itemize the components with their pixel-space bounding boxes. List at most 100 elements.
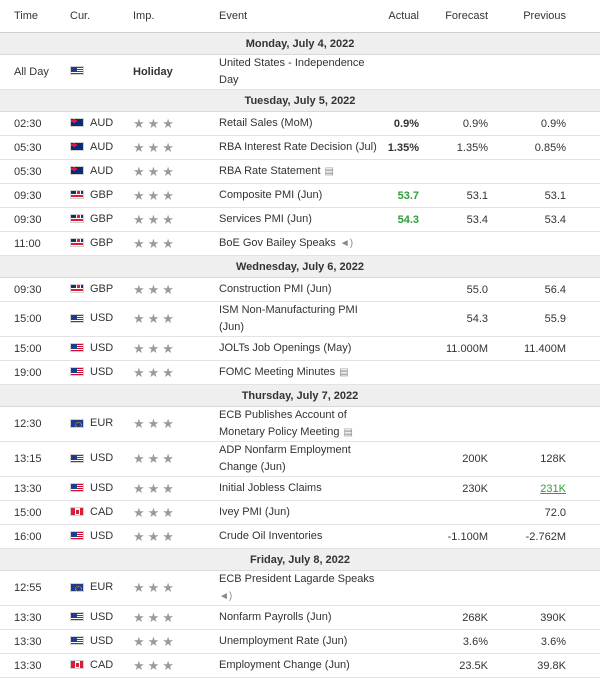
previous-value: 55.9 bbox=[502, 301, 600, 337]
day-label: Monday, July 4, 2022 bbox=[0, 32, 600, 55]
currency-code: USD bbox=[90, 634, 114, 647]
event-time: 15:00 bbox=[0, 301, 60, 337]
header-actual[interactable]: Actual bbox=[381, 0, 425, 33]
forecast-value: 54.3 bbox=[425, 301, 502, 337]
us-flag-icon bbox=[70, 483, 84, 493]
event-time: 05:30 bbox=[0, 135, 60, 160]
event-name-line2[interactable]: Change (Jun) bbox=[219, 461, 286, 473]
actual-value bbox=[381, 524, 425, 549]
day-header: Tuesday, July 5, 2022 bbox=[0, 89, 600, 112]
previous-value: 56.4 bbox=[502, 277, 600, 302]
table-row[interactable]: 13:30 USD ★★★ Nonfarm Payrolls (Jun) 268… bbox=[0, 605, 600, 630]
actual-value: 1.35% bbox=[381, 135, 425, 160]
event-name-line1[interactable]: ISM Non-Manufacturing PMI bbox=[219, 304, 358, 316]
event-time: 11:00 bbox=[0, 231, 60, 256]
event-name[interactable]: Nonfarm Payrolls (Jun) bbox=[213, 605, 381, 630]
table-row[interactable]: 16:00 USD ★★★ Crude Oil Inventories -1.1… bbox=[0, 524, 600, 549]
star-icon: ★★★ bbox=[133, 504, 177, 520]
event-name[interactable]: Construction PMI (Jun) bbox=[213, 277, 381, 302]
event-time: 09:30 bbox=[0, 277, 60, 302]
event-name-line2[interactable]: (Jun) bbox=[219, 321, 245, 333]
header-importance[interactable]: Imp. bbox=[133, 0, 213, 33]
event-time: 13:30 bbox=[0, 653, 60, 678]
table-row[interactable]: 05:30 AUD ★★★ RBA Interest Rate Decision… bbox=[0, 135, 600, 160]
day-header: Friday, July 8, 2022 bbox=[0, 548, 600, 571]
table-row[interactable]: 13:15 USD ★★★ ADP Nonfarm Employment Chan… bbox=[0, 441, 600, 477]
previous-value bbox=[502, 231, 600, 256]
australia-flag-icon bbox=[70, 118, 84, 128]
header-previous[interactable]: Previous bbox=[502, 0, 600, 33]
table-row[interactable]: 13:30 CAD ★★★ Employment Change (Jun) 23… bbox=[0, 653, 600, 678]
event-name[interactable]: United States - Independence Day bbox=[213, 54, 381, 90]
event-name[interactable]: FOMC Meeting Minutes bbox=[219, 366, 336, 378]
currency-code: CAD bbox=[90, 658, 114, 671]
event-time: 05:30 bbox=[0, 159, 60, 184]
event-name[interactable]: Initial Jobless Claims bbox=[213, 476, 381, 501]
header-time[interactable]: Time bbox=[0, 0, 60, 33]
actual-value bbox=[381, 500, 425, 525]
actual-value: 0.9% bbox=[381, 111, 425, 136]
header-event[interactable]: Event bbox=[213, 0, 381, 33]
event-name[interactable]: Crude Oil Inventories bbox=[213, 524, 381, 549]
table-row[interactable]: 11:00 GBP ★★★ BoE Gov Bailey Speaks ◄) bbox=[0, 231, 600, 256]
event-time: 15:00 bbox=[0, 500, 60, 525]
day-label: Thursday, July 7, 2022 bbox=[0, 384, 600, 407]
event-name[interactable]: BoE Gov Bailey Speaks bbox=[219, 237, 336, 249]
event-name-line1[interactable]: ECB President Lagarde Speaks bbox=[219, 573, 375, 585]
uk-flag-icon bbox=[70, 190, 84, 200]
event-time: 13:30 bbox=[0, 629, 60, 654]
event-name-line2[interactable]: Monetary Policy Meeting bbox=[219, 426, 340, 438]
day-label: Wednesday, July 6, 2022 bbox=[0, 255, 600, 278]
table-row[interactable]: 02:30 AUD ★★★ Retail Sales (MoM) 0.9% 0.… bbox=[0, 111, 600, 136]
actual-value bbox=[381, 653, 425, 678]
header-currency[interactable]: Cur. bbox=[60, 0, 133, 33]
forecast-value bbox=[425, 570, 502, 606]
table-row[interactable]: All Day Holiday United States - Independ… bbox=[0, 54, 600, 90]
table-row[interactable]: 09:30 GBP ★★★ Services PMI (Jun) 54.3 53… bbox=[0, 207, 600, 232]
table-row[interactable]: 15:00 CAD ★★★ Ivey PMI (Jun) 72.0 bbox=[0, 500, 600, 525]
holiday-label: Holiday bbox=[133, 66, 173, 78]
forecast-value: 1.35% bbox=[425, 135, 502, 160]
forecast-value: 0.9% bbox=[425, 111, 502, 136]
eu-flag-icon bbox=[70, 582, 84, 592]
forecast-value: 23.5K bbox=[425, 653, 502, 678]
event-name[interactable]: Composite PMI (Jun) bbox=[213, 183, 381, 208]
event-name[interactable]: RBA Rate Statement bbox=[219, 165, 321, 177]
event-time: 16:00 bbox=[0, 524, 60, 549]
table-row[interactable]: 13:30 USD ★★★ Initial Jobless Claims 230… bbox=[0, 476, 600, 501]
day-label: Friday, July 8, 2022 bbox=[0, 548, 600, 571]
table-row[interactable]: 05:30 AUD ★★★ RBA Rate Statement ▤ bbox=[0, 159, 600, 184]
table-row[interactable]: 15:00 USD ★★★ ISM Non-Manufacturing PMI (… bbox=[0, 301, 600, 337]
forecast-value: 230K bbox=[425, 476, 502, 501]
event-name[interactable]: Ivey PMI (Jun) bbox=[213, 500, 381, 525]
event-name[interactable]: Services PMI (Jun) bbox=[213, 207, 381, 232]
table-row[interactable]: 12:30 EUR ★★★ ECB Publishes Account of Mo… bbox=[0, 406, 600, 442]
table-row[interactable]: 13:30 USD ★★★ Unemployment Rate (Jun) 3.… bbox=[0, 629, 600, 654]
us-flag-icon bbox=[70, 453, 84, 463]
event-name[interactable]: Unemployment Rate (Jun) bbox=[213, 629, 381, 654]
star-icon: ★★★ bbox=[133, 633, 177, 649]
event-name[interactable]: RBA Interest Rate Decision (Jul) bbox=[213, 135, 381, 160]
event-name-line1[interactable]: ECB Publishes Account of bbox=[219, 409, 347, 421]
event-name[interactable]: Retail Sales (MoM) bbox=[213, 111, 381, 136]
table-row[interactable]: 12:55 EUR ★★★ ECB President Lagarde Spea… bbox=[0, 570, 600, 606]
event-name[interactable]: Employment Change (Jun) bbox=[213, 653, 381, 678]
table-header: Time Cur. Imp. Event Actual Forecast Pre… bbox=[0, 0, 600, 33]
document-icon: ▤ bbox=[324, 166, 334, 177]
event-name[interactable]: JOLTs Job Openings (May) bbox=[213, 336, 381, 361]
table-row[interactable]: 15:00 USD ★★★ JOLTs Job Openings (May) 1… bbox=[0, 336, 600, 361]
forecast-value: 11.000M bbox=[425, 336, 502, 361]
previous-value[interactable]: 231K bbox=[540, 482, 566, 495]
previous-value: -2.762M bbox=[502, 524, 600, 549]
star-icon: ★★★ bbox=[133, 451, 177, 466]
event-name-line1[interactable]: ADP Nonfarm Employment bbox=[219, 444, 351, 456]
currency-code: AUD bbox=[90, 140, 114, 153]
header-forecast[interactable]: Forecast bbox=[425, 0, 502, 33]
table-row[interactable]: 19:00 USD ★★★ FOMC Meeting Minutes ▤ bbox=[0, 360, 600, 385]
previous-value bbox=[502, 406, 600, 442]
table-row[interactable]: 09:30 GBP ★★★ Composite PMI (Jun) 53.7 5… bbox=[0, 183, 600, 208]
table-row[interactable]: 09:30 GBP ★★★ Construction PMI (Jun) 55.… bbox=[0, 277, 600, 302]
star-icon: ★★★ bbox=[133, 364, 177, 380]
star-icon: ★★★ bbox=[133, 211, 177, 227]
previous-value bbox=[502, 159, 600, 184]
